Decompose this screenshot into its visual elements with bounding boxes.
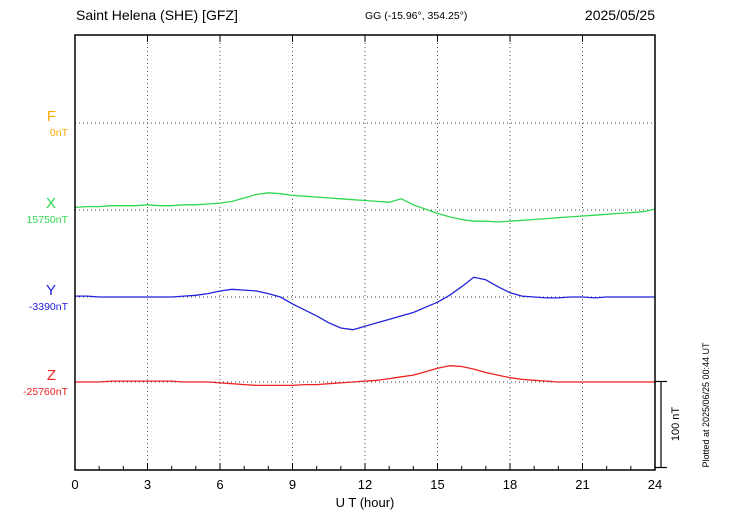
x-tick-label: 0 bbox=[71, 477, 78, 492]
x-tick-label: 6 bbox=[216, 477, 223, 492]
series-label-X: X bbox=[46, 195, 56, 212]
x-tick-label: 9 bbox=[289, 477, 296, 492]
trace-Y bbox=[74, 276, 656, 331]
x-tick-label: 15 bbox=[430, 477, 444, 492]
x-tick-label: 18 bbox=[503, 477, 517, 492]
scale-bar-label: 100 nT bbox=[670, 407, 682, 442]
plotted-at-note: Plotted at 2025/06/25 00:44 UT bbox=[701, 342, 711, 468]
x-tick-label: 12 bbox=[358, 477, 372, 492]
x-axis-label: U T (hour) bbox=[336, 495, 395, 510]
plot-border bbox=[74, 34, 656, 471]
x-tick-label: 3 bbox=[144, 477, 151, 492]
series-label-F: F bbox=[47, 108, 56, 125]
scale-bar: 100 nT bbox=[655, 380, 682, 469]
series-base-value-X: 15750nT bbox=[27, 214, 69, 226]
series-label-Y: Y bbox=[46, 282, 56, 299]
gg-coordinates: GG (-15.96°, 354.25°) bbox=[365, 10, 467, 22]
plot-area: 0 3 6 9 12 15 18 21 24 F 0nT X 15750nT Y -3390nT Z -2576… bbox=[23, 35, 662, 492]
x-tick-label: 21 bbox=[575, 477, 589, 492]
series-base-value-F: 0nT bbox=[50, 127, 69, 139]
series-label-Z: Z bbox=[47, 367, 56, 384]
x-tick-label: 24 bbox=[648, 477, 662, 492]
plot-date: 2025/05/25 bbox=[585, 7, 655, 23]
trace-Z bbox=[74, 365, 656, 387]
series-base-value-Z: -25760nT bbox=[23, 386, 69, 398]
trace-X bbox=[74, 192, 656, 223]
station-title: Saint Helena (SHE) [GFZ] bbox=[76, 7, 238, 23]
series-base-value-Y: -3390nT bbox=[29, 301, 69, 313]
